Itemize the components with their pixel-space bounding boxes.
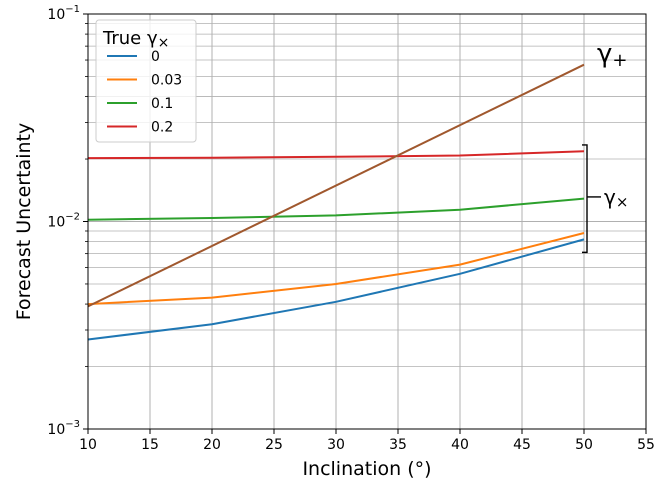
series-line: [87, 197, 585, 221]
gamma-plus-symbol: γ: [597, 39, 612, 69]
legend: True γ× 0 0.03 0.1 0.2: [95, 19, 197, 143]
annotations: γ× γ+: [582, 39, 628, 254]
x-tick-label: 55: [637, 437, 655, 453]
x-tick-label: 45: [513, 437, 531, 453]
gamma-plus-label: γ+: [597, 39, 627, 71]
x-tick-label: 20: [203, 437, 221, 453]
x-tick-label: 50: [575, 437, 593, 453]
legend-box: [95, 19, 197, 143]
series-line: [87, 232, 585, 306]
y-tick-base: 10: [47, 422, 65, 438]
legend-title-subscript: ×: [158, 35, 170, 51]
legend-entry-label: 0.1: [151, 96, 173, 112]
x-tick-label: 40: [451, 437, 469, 453]
y-tick-exponent: −3: [65, 419, 80, 430]
legend-entry-label: 0.2: [151, 120, 173, 136]
series-line: [87, 150, 585, 160]
y-tick-exponent: −2: [65, 212, 80, 223]
gamma-cross-label: γ×: [604, 185, 628, 211]
y-tick-exponent: −1: [65, 4, 80, 15]
x-tick-label: 35: [389, 437, 407, 453]
x-axis-label: Inclination (°): [302, 458, 431, 480]
legend-title: True γ×: [102, 28, 169, 51]
x-tick-label: 10: [79, 437, 97, 453]
y-axis-label: Forecast Uncertainty: [13, 123, 35, 320]
gamma-plus-subscript: +: [612, 50, 627, 71]
y-tick-label: 10−1: [47, 4, 80, 23]
series-line: [87, 238, 585, 341]
legend-title-text: True γ: [102, 28, 158, 49]
series-layer: [87, 63, 585, 341]
x-tick-label: 25: [265, 437, 283, 453]
gamma-cross-bracket: [582, 144, 588, 254]
y-tick-label: 10−3: [47, 419, 80, 438]
legend-entry-label: 0.03: [151, 73, 182, 89]
gamma-cross-subscript: ×: [616, 193, 629, 211]
gamma-cross-symbol: γ: [604, 185, 616, 209]
y-tick-base: 10: [47, 215, 65, 231]
x-tick-label: 30: [327, 437, 345, 453]
y-tick-base: 10: [47, 7, 65, 23]
x-tick-label: 15: [141, 437, 159, 453]
series-line: [87, 63, 585, 308]
y-tick-label: 10−2: [47, 212, 80, 231]
legend-items: 0 0.03 0.1 0.2: [107, 49, 182, 136]
legend-entry-label: 0: [151, 49, 160, 65]
